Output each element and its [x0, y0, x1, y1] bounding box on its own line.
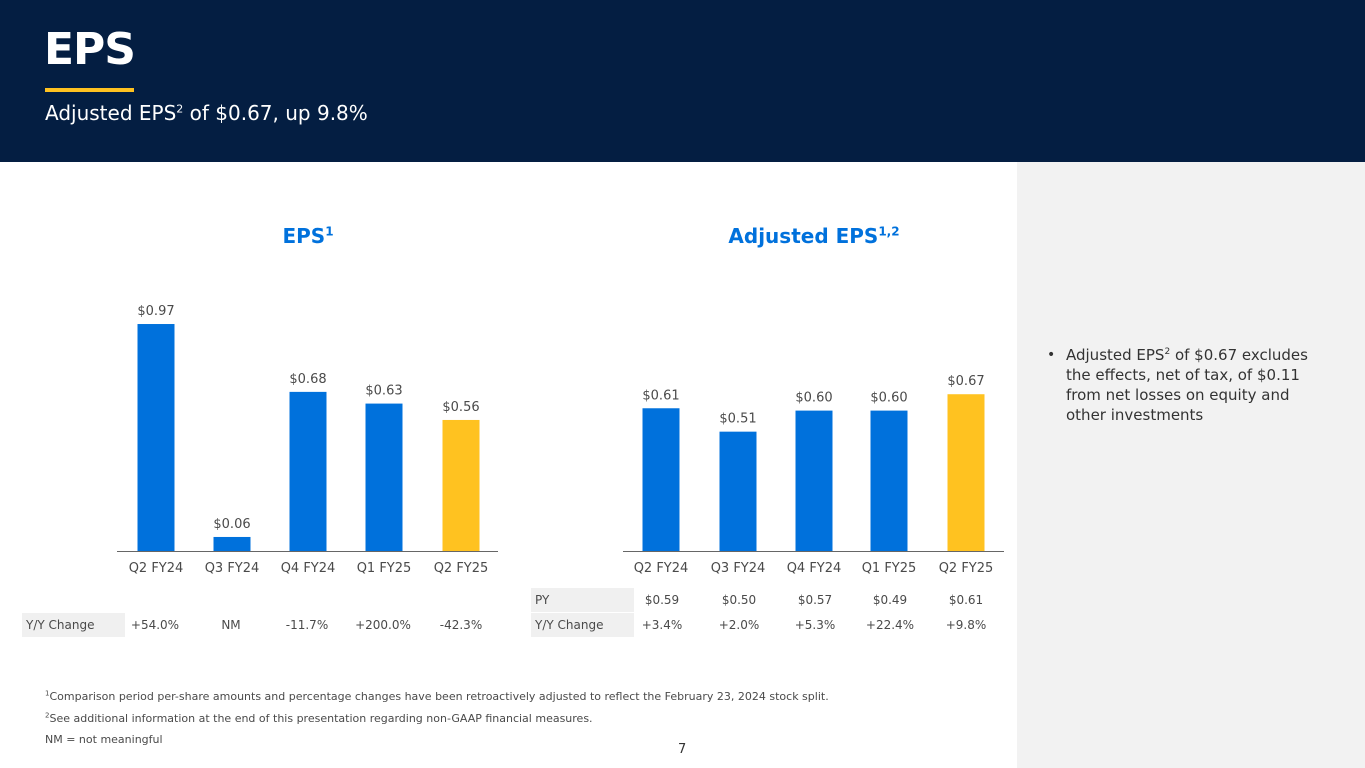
- eps-bar-5: [442, 419, 480, 551]
- eps-chart-title-text: EPS: [282, 224, 326, 248]
- title-accent-bar: [45, 88, 134, 92]
- adjusted-eps-value-label-2: $0.51: [719, 412, 756, 427]
- row-label: Y/Y Change: [531, 613, 634, 637]
- eps-value-label-3: $0.68: [289, 372, 326, 387]
- table-cell: $0.49: [872, 593, 908, 607]
- footnote-2-marker: 2: [45, 710, 50, 719]
- eps-category-label-1: Q2 FY24: [129, 561, 184, 576]
- eps-chart-title: EPS1: [208, 224, 408, 248]
- adjusted-eps-bar-3: [795, 410, 833, 551]
- table-cell: $0.50: [721, 593, 757, 607]
- eps-yoy-row: Y/Y Change +54.0% NM -11.7% +200.0% -42.…: [22, 613, 502, 637]
- footnote-nm: NM = not meaningful: [45, 733, 163, 746]
- bullet-text: Adjusted EPS2 of $0.67 excludes the effe…: [1047, 345, 1317, 425]
- eps-bar-3: [289, 391, 327, 551]
- table-cell: +9.8%: [945, 618, 987, 632]
- bullet-icon: •: [1047, 347, 1056, 363]
- adjusted-eps-value-label-5: $0.67: [947, 374, 984, 389]
- eps-category-label-3: Q4 FY24: [281, 561, 336, 576]
- subtitle-text-rest: of $0.67, up 9.8%: [183, 101, 368, 125]
- adjusted-eps-value-label-4: $0.60: [870, 391, 907, 406]
- eps-value-label-5: $0.56: [442, 400, 479, 415]
- adjusted-eps-category-label-4: Q1 FY25: [862, 561, 917, 576]
- table-cell: +2.0%: [718, 618, 760, 632]
- eps-value-label-1: $0.97: [137, 304, 174, 319]
- eps-value-label-2: $0.06: [213, 517, 250, 532]
- eps-bar-2: [213, 536, 251, 551]
- table-cell: NM: [221, 618, 241, 632]
- adjusted-eps-bar-2: [719, 431, 757, 551]
- footnote-1: 1Comparison period per-share amounts and…: [45, 686, 829, 708]
- bullet-text-post: of $0.67 excludes the effects, net of ta…: [1066, 346, 1308, 424]
- eps-bar-1: [137, 324, 175, 551]
- bullet-footnote-marker: 2: [1164, 347, 1171, 357]
- table-cell: +22.4%: [865, 618, 915, 632]
- adjusted-eps-chart-title-sup: 1,2: [878, 224, 900, 239]
- adjusted-eps-bar-4: [870, 410, 908, 551]
- header-banner: EPS Adjusted EPS2 of $0.67, up 9.8%: [0, 0, 1365, 162]
- adjusted-eps-bar-1: [642, 408, 680, 551]
- bullet-text-pre: Adjusted EPS: [1066, 346, 1165, 364]
- eps-category-label-5: Q2 FY25: [434, 561, 489, 576]
- page-subtitle: Adjusted EPS2 of $0.67, up 9.8%: [45, 101, 368, 125]
- adjusted-eps-category-label-1: Q2 FY24: [634, 561, 689, 576]
- subtitle-text: Adjusted EPS: [45, 101, 177, 125]
- page-title: EPS: [44, 24, 136, 75]
- adjusted-eps-value-label-1: $0.61: [642, 388, 679, 403]
- table-cell: +3.4%: [641, 618, 683, 632]
- adjusted-eps-chart-title: Adjusted EPS1,2: [714, 224, 914, 248]
- adjusted-eps-bar-5: [947, 394, 985, 551]
- footnote-2: 2See additional information at the end o…: [45, 708, 829, 730]
- adjusted-eps-yoy-row: Y/Y Change +3.4% +2.0% +5.3% +22.4% +9.8…: [531, 613, 1011, 637]
- table-cell: +54.0%: [130, 618, 180, 632]
- footnote-1-text: Comparison period per-share amounts and …: [49, 690, 829, 703]
- adjusted-eps-category-label-5: Q2 FY25: [939, 561, 994, 576]
- commentary-panel: • Adjusted EPS2 of $0.67 excludes the ef…: [1017, 162, 1365, 768]
- table-cell: $0.61: [948, 593, 984, 607]
- footnote-2-text: See additional information at the end of…: [49, 711, 593, 725]
- table-cell: -42.3%: [439, 618, 483, 632]
- eps-value-label-4: $0.63: [365, 384, 402, 399]
- commentary-bullet: • Adjusted EPS2 of $0.67 excludes the ef…: [1047, 345, 1317, 425]
- table-cell: +5.3%: [794, 618, 836, 632]
- eps-bar-4: [365, 403, 403, 551]
- table-cell: $0.59: [644, 593, 680, 607]
- subtitle-footnote-marker: 2: [176, 102, 184, 116]
- table-cell: -11.7%: [285, 618, 329, 632]
- table-cell: +200.0%: [355, 618, 411, 632]
- eps-category-label-4: Q1 FY25: [357, 561, 412, 576]
- adjusted-eps-category-label-3: Q4 FY24: [787, 561, 842, 576]
- adjusted-eps-value-label-3: $0.60: [795, 391, 832, 406]
- footnotes: 1Comparison period per-share amounts and…: [45, 686, 829, 751]
- adjusted-eps-py-row: PY $0.59 $0.50 $0.57 $0.49 $0.61: [531, 588, 1011, 612]
- row-label: Y/Y Change: [22, 613, 125, 637]
- adjusted-eps-chart-title-text: Adjusted EPS: [728, 224, 879, 248]
- table-cell: $0.57: [797, 593, 833, 607]
- eps-category-label-2: Q3 FY24: [205, 561, 260, 576]
- adjusted-eps-category-label-2: Q3 FY24: [711, 561, 766, 576]
- page-number: 7: [678, 742, 687, 757]
- footnote-1-marker: 1: [45, 689, 50, 698]
- eps-chart-title-sup: 1: [325, 224, 334, 239]
- row-label: PY: [531, 588, 634, 612]
